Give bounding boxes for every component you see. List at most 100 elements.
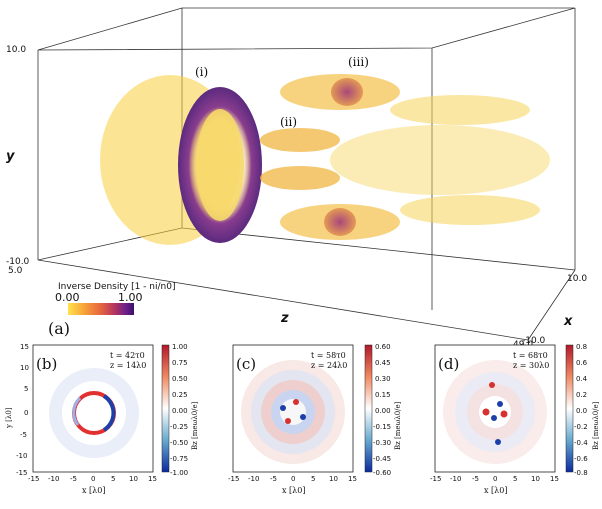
xtick: -10 xyxy=(450,475,461,483)
cbar-tick: -0.2 xyxy=(574,423,588,431)
panel-b-cbar-label: Bz [meωλ0/e] xyxy=(191,401,199,450)
panel-c-cbar-label: Bz [meωλ0/e] xyxy=(394,401,402,450)
xtick: 5 xyxy=(111,475,115,483)
cbar-tick: 0.6 xyxy=(576,359,588,367)
xtick: 10 xyxy=(329,475,338,483)
annotation-iii: (iii) xyxy=(348,55,369,69)
ytick: 10 xyxy=(20,364,29,372)
xtick: 5 xyxy=(311,475,315,483)
panel-label-c: (c) xyxy=(236,355,256,373)
panel-b-yticks: 15 10 5 0 -5 -10 -15 xyxy=(16,343,29,477)
panel-c-time: t = 58τ0 xyxy=(311,351,346,360)
colorbar-title: Inverse Density [1 - ni/n0] xyxy=(58,282,175,292)
xtick: 10 xyxy=(531,475,540,483)
panel-c-xticks: -15 -10 -5 0 5 10 15 xyxy=(228,475,357,483)
density-colorbar: Inverse Density [1 - ni/n0] 0.00 1.00 xyxy=(55,282,175,315)
panel-b-cbar-ticks: 1.00 0.75 0.50 0.25 0.00 -0.25 -0.50 -0.… xyxy=(170,343,188,477)
cbar-tick: 0.0 xyxy=(576,407,587,415)
xtick: -5 xyxy=(70,475,77,483)
panel-d: (d) t = 68τ0 z = 30λ0 -15 -10 -5 0 5 10 … xyxy=(430,343,600,495)
y-axis-label: y xyxy=(6,149,15,164)
cbar-tick: -0.60 xyxy=(373,469,391,477)
y-top-tick: 10.0 xyxy=(6,45,26,55)
xtick: 5 xyxy=(513,475,517,483)
panel-c-cbar-ticks: 0.60 0.45 0.30 0.15 0.00 -0.15 -0.30 -0.… xyxy=(373,343,391,477)
panel-b-xticks: -15 -10 -5 0 5 10 15 xyxy=(28,475,157,483)
xtick: -15 xyxy=(228,475,239,483)
xtick: -10 xyxy=(48,475,59,483)
panel-d-time: t = 68τ0 xyxy=(513,351,548,360)
colorbar-max: 1.00 xyxy=(118,291,143,304)
plasma-structure xyxy=(100,74,550,245)
panel-b-ylabel: y [λ0] xyxy=(5,407,13,429)
cbar-tick: -0.4 xyxy=(574,439,588,447)
cbar-tick: -0.75 xyxy=(170,455,188,463)
cbar-tick: 0.30 xyxy=(375,375,391,383)
panel-label-b: (b) xyxy=(36,355,57,373)
panel-b-colorbar xyxy=(161,344,170,473)
panel-d-xticks: -15 -10 -5 0 5 10 15 xyxy=(430,475,559,483)
ytick: 5 xyxy=(24,385,28,393)
cbar-tick: 0.15 xyxy=(375,391,391,399)
volume-render-panel: (i) (ii) (iii) y z x 10.0 -10.0 5.0 10.0… xyxy=(6,7,587,350)
cbar-tick: -0.45 xyxy=(373,455,391,463)
cbar-tick: -0.30 xyxy=(373,439,391,447)
xtick: -15 xyxy=(430,475,441,483)
panel-c-z: z = 24λ0 xyxy=(311,361,347,370)
xtick: 0 xyxy=(493,475,497,483)
cbar-tick: 0.00 xyxy=(375,407,391,415)
xtick: 15 xyxy=(550,475,559,483)
annotation-ii: (ii) xyxy=(280,115,297,129)
x-axis-label: x xyxy=(563,314,573,329)
cbar-tick: 0.2 xyxy=(576,391,587,399)
cbar-tick: -0.50 xyxy=(170,439,188,447)
cbar-tick: 1.00 xyxy=(172,343,188,351)
cbar-tick: 0.45 xyxy=(375,359,391,367)
panel-label-a: (a) xyxy=(48,319,70,338)
cbar-tick: 0.25 xyxy=(172,391,188,399)
panel-b: (b) t = 42τ0 z = 14λ0 y [λ0] 15 10 5 0 -… xyxy=(5,343,199,495)
z-axis-label: z xyxy=(280,311,289,326)
cbar-tick: 0.00 xyxy=(172,407,188,415)
xtick: 0 xyxy=(291,475,295,483)
ytick: 0 xyxy=(24,409,28,417)
xtick: -10 xyxy=(248,475,259,483)
xtick: -5 xyxy=(472,475,479,483)
cbar-tick: -0.6 xyxy=(574,455,588,463)
cbar-tick: -0.25 xyxy=(170,423,188,431)
panel-d-colorbar xyxy=(565,344,574,473)
xtick: -15 xyxy=(28,475,39,483)
colorbar-min: 0.00 xyxy=(55,291,80,304)
panel-b-z: z = 14λ0 xyxy=(110,361,146,370)
panel-c-xlabel: x [λ0] xyxy=(282,486,305,495)
xtick: 10 xyxy=(129,475,138,483)
ytick: -10 xyxy=(16,452,27,460)
colorbar-gradient xyxy=(68,303,134,315)
annotation-i: (i) xyxy=(195,65,208,79)
cbar-tick: -1.00 xyxy=(170,469,188,477)
cbar-tick: 0.75 xyxy=(172,359,188,367)
cbar-tick: -0.15 xyxy=(373,423,391,431)
xtick: 0 xyxy=(91,475,95,483)
cbar-tick: 0.4 xyxy=(576,375,588,383)
panel-b-time: t = 42τ0 xyxy=(110,351,145,360)
cbar-tick: 0.50 xyxy=(172,375,188,383)
cbar-tick: 0.60 xyxy=(375,343,391,351)
panel-b-xlabel: x [λ0] xyxy=(82,486,105,495)
ytick: 15 xyxy=(20,343,29,351)
panel-c-colorbar xyxy=(364,344,373,473)
cbar-tick: 0.8 xyxy=(576,343,587,351)
x-right-top-tick: 10.0 xyxy=(567,274,587,284)
xtick: 15 xyxy=(148,475,157,483)
x-right-bottom-tick: -10.0 xyxy=(522,336,546,346)
panel-label-d: (d) xyxy=(438,355,459,373)
cbar-tick: -0.8 xyxy=(574,469,588,477)
y-bottom-tick: -10.0 xyxy=(6,257,30,267)
depth-left-tick: 5.0 xyxy=(8,266,23,276)
panel-d-cbar-label: Bz [meωλ0/e] xyxy=(592,401,600,450)
panel-d-cbar-ticks: 0.8 0.6 0.4 0.2 0.0 -0.2 -0.4 -0.6 -0.8 xyxy=(574,343,588,477)
panel-d-xlabel: x [λ0] xyxy=(484,486,507,495)
bounding-box xyxy=(37,7,576,341)
ytick: -15 xyxy=(16,469,27,477)
